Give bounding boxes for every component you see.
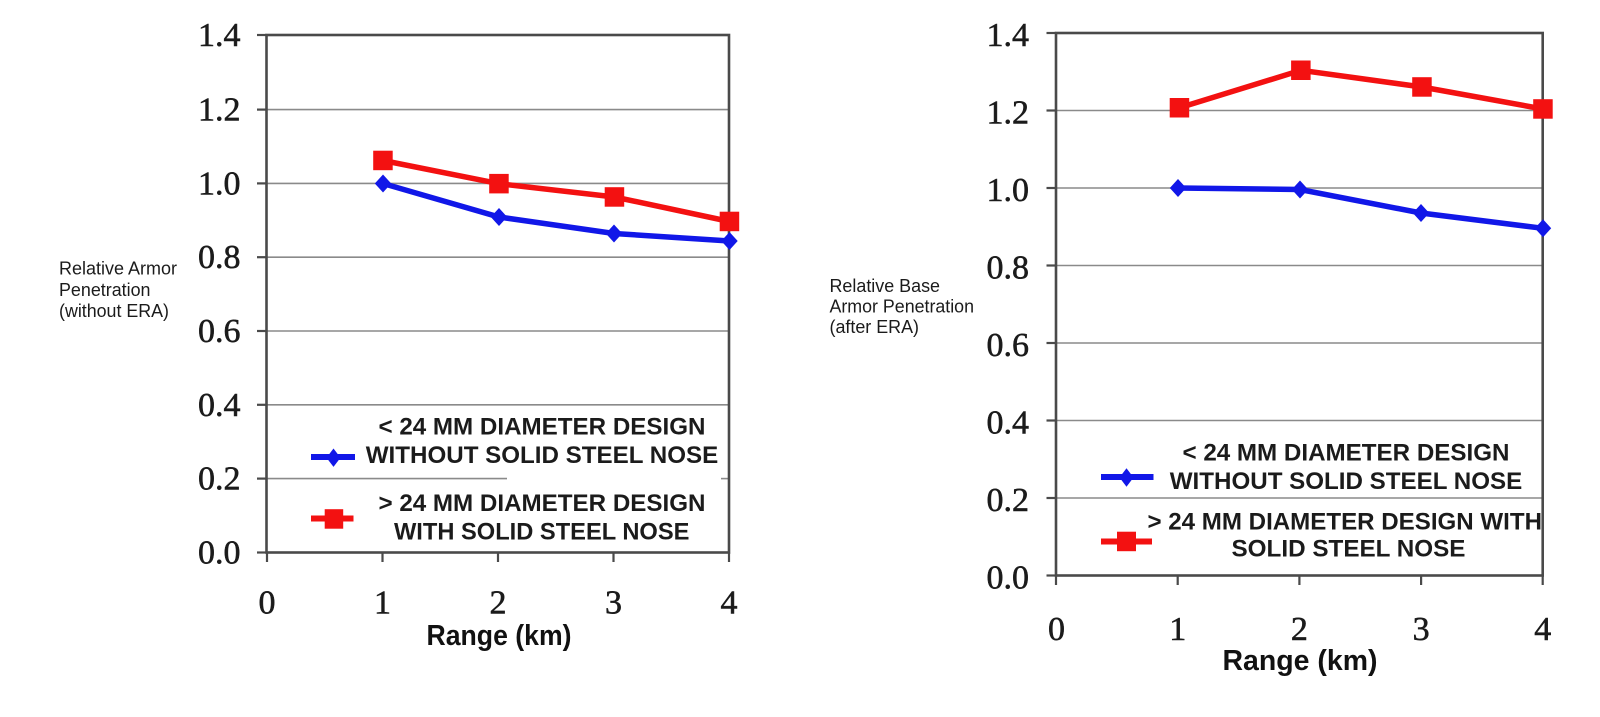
svg-text:1: 1: [1169, 611, 1186, 648]
svg-text:(without ERA): (without ERA): [59, 300, 169, 321]
svg-text:> 24 MM DIAMETER DESIGN WITH: > 24 MM DIAMETER DESIGN WITH: [1148, 509, 1543, 536]
svg-text:Relative Armor: Relative Armor: [59, 258, 177, 279]
svg-text:1.0: 1.0: [987, 172, 1030, 209]
svg-text:< 24 MM DIAMETER DESIGN: < 24 MM DIAMETER DESIGN: [379, 414, 706, 441]
svg-text:2: 2: [490, 585, 507, 622]
svg-text:Range (km): Range (km): [1223, 645, 1378, 677]
svg-text:Armor Penetration: Armor Penetration: [830, 296, 975, 317]
svg-text:1.0: 1.0: [198, 165, 241, 202]
svg-text:Penetration: Penetration: [59, 279, 151, 300]
svg-text:0.6: 0.6: [987, 327, 1030, 364]
svg-text:< 24 MM DIAMETER DESIGN: < 24 MM DIAMETER DESIGN: [1183, 440, 1510, 467]
svg-text:0: 0: [1048, 611, 1065, 648]
svg-text:3: 3: [605, 585, 622, 622]
svg-text:0.2: 0.2: [198, 461, 241, 498]
svg-text:1.2: 1.2: [198, 92, 241, 129]
svg-text:1: 1: [374, 585, 391, 622]
svg-text:Relative Base: Relative Base: [830, 275, 941, 296]
svg-text:0.8: 0.8: [198, 239, 241, 276]
svg-text:0.0: 0.0: [198, 534, 241, 571]
svg-text:WITH SOLID STEEL NOSE: WITH SOLID STEEL NOSE: [394, 519, 690, 546]
svg-text:SOLID STEEL NOSE: SOLID STEEL NOSE: [1232, 536, 1466, 563]
svg-text:0.6: 0.6: [198, 313, 241, 350]
svg-text:1.2: 1.2: [987, 95, 1030, 132]
svg-text:0: 0: [259, 585, 276, 622]
svg-text:0.8: 0.8: [987, 250, 1030, 287]
svg-text:4: 4: [1534, 611, 1551, 648]
svg-text:1.4: 1.4: [987, 17, 1030, 54]
svg-text:WITHOUT SOLID STEEL NOSE: WITHOUT SOLID STEEL NOSE: [1170, 468, 1523, 495]
svg-text:3: 3: [1413, 611, 1430, 648]
svg-text:2: 2: [1291, 611, 1308, 648]
svg-text:4: 4: [721, 585, 738, 622]
svg-text:0.2: 0.2: [987, 482, 1030, 519]
svg-text:Range (km): Range (km): [427, 620, 572, 652]
svg-text:0.0: 0.0: [987, 560, 1030, 597]
svg-text:0.4: 0.4: [987, 405, 1030, 442]
svg-text:> 24 MM DIAMETER DESIGN: > 24 MM DIAMETER DESIGN: [379, 490, 706, 517]
svg-text:1.4: 1.4: [198, 17, 241, 54]
svg-text:0.4: 0.4: [198, 387, 241, 424]
svg-text:(after ERA): (after ERA): [830, 316, 920, 337]
svg-text:WITHOUT SOLID STEEL NOSE: WITHOUT SOLID STEEL NOSE: [366, 442, 719, 469]
